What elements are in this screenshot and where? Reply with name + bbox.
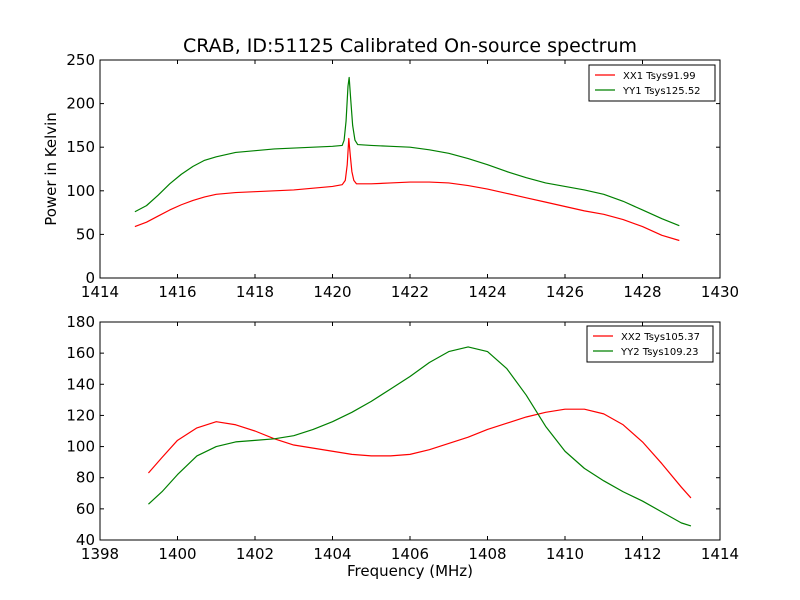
panel2-y-tick-label: 180 <box>66 313 95 331</box>
panel2-series-line-2 <box>148 346 692 527</box>
panel1-y-axis-label: Power in Kelvin <box>42 112 60 226</box>
panel1-legend-label-1: XX1 Tsys91.99 <box>623 71 696 82</box>
panel2-y-tick-label: 40 <box>76 531 95 549</box>
panel2-x-tick-label: 1402 <box>236 545 274 563</box>
panel1-x-tick-label: 1428 <box>623 283 661 301</box>
panel1-y-tick-label: 100 <box>66 182 95 200</box>
panel1-y-tick-label: 200 <box>66 95 95 113</box>
panel1-x-tick-label: 1424 <box>468 283 506 301</box>
panel1-legend: XX1 Tsys91.99 YY1 Tsys125.52 <box>588 64 716 102</box>
panel2-y-tick-label: 100 <box>66 438 95 456</box>
panel2-legend-label-2: YY2 Tsys109.23 <box>620 347 699 358</box>
panel1-legend-label-2: YY1 Tsys125.52 <box>622 86 701 97</box>
panel1-x-tick-label: 1430 <box>701 283 739 301</box>
panel2-x-tick-label: 1412 <box>623 545 661 563</box>
panel2-y-tick-label: 120 <box>66 406 95 424</box>
panel2-x-tick-label: 1406 <box>391 545 429 563</box>
panel2-legend-label-1: XX2 Tsys105.37 <box>621 332 700 343</box>
panel2-x-axis-label: Frequency (MHz) <box>347 562 473 580</box>
panel1-series-line-1 <box>134 137 680 242</box>
panel2-legend-box <box>586 325 714 363</box>
panel1-x-tick-label: 1414 <box>81 283 119 301</box>
panel2-x-tick-label: 1414 <box>701 545 739 563</box>
panel2-legend: XX2 Tsys105.37 YY2 Tsys109.23 <box>586 325 714 363</box>
panel1-x-tick-label: 1420 <box>313 283 351 301</box>
panel2-y-tick-label: 60 <box>76 500 95 518</box>
panel1-y-tick-label: 50 <box>76 225 95 243</box>
panel1-series-line-2 <box>134 76 680 227</box>
panel1-y-tick-label: 150 <box>66 138 95 156</box>
panel2-y-tick-label: 80 <box>76 469 95 487</box>
panel2-y-tick-label: 140 <box>66 375 95 393</box>
panel2-x-tick-label: 1404 <box>313 545 351 563</box>
panel1-x-tick-label: 1418 <box>236 283 274 301</box>
panel1-y-tick-label: 0 <box>85 269 95 287</box>
panel2-series-line-1 <box>147 408 692 499</box>
panel2-x-tick-label: 1408 <box>468 545 506 563</box>
top-spectrum-panel: 1414 1416 1418 1420 1422 1424 1426 1428 1430 0 50 1… <box>42 51 739 301</box>
panel2-x-tick-label: 1410 <box>546 545 584 563</box>
panel2-y-tick-label: 160 <box>66 344 95 362</box>
chart-title: CRAB, ID:51125 Calibrated On-source spec… <box>183 35 637 57</box>
panel2-x-tick-label: 1400 <box>158 545 196 563</box>
panel1-x-tick-label: 1422 <box>391 283 429 301</box>
panel1-legend-box <box>588 64 716 102</box>
bottom-spectrum-panel: 1398 1400 1402 1404 1406 1408 1410 1412 1414 40 60… <box>66 313 739 580</box>
panel1-x-tick-label: 1416 <box>158 283 196 301</box>
panel1-y-tick-label: 250 <box>66 51 95 69</box>
panel2-x-tick-label: 1398 <box>81 545 119 563</box>
panel1-x-tick-label: 1426 <box>546 283 584 301</box>
